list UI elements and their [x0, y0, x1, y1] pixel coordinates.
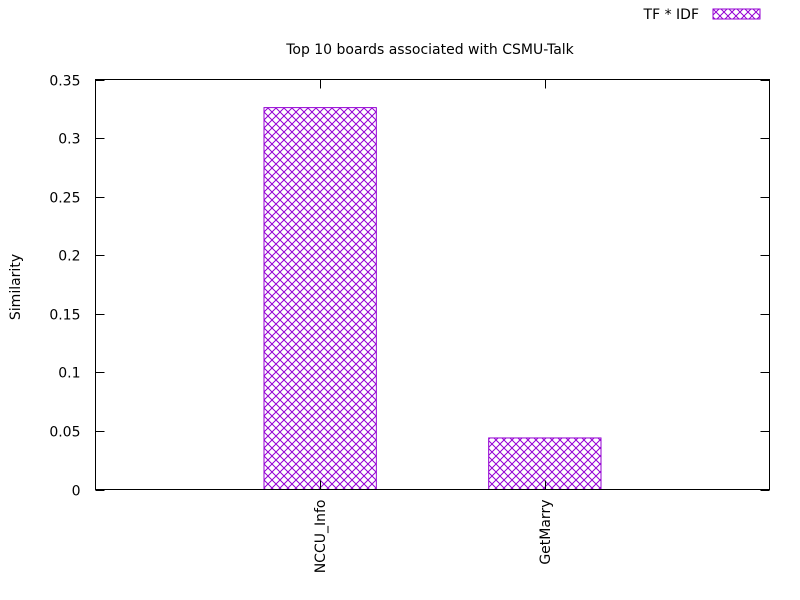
- bar-nccu-info: [263, 107, 377, 490]
- y-tick-label: 0.35: [49, 74, 80, 90]
- x-axis-ticks: NCCU_Info GetMarry: [313, 79, 554, 574]
- x-tick-label: NCCU_Info: [313, 500, 329, 574]
- bar-getmarry: [488, 437, 602, 491]
- plot-frame: [95, 79, 770, 490]
- legend-swatch: [712, 8, 761, 20]
- y-axis-ticks: 0 0.05 0.1 0.15 0.2 0.25 0.3 0.35: [49, 74, 770, 500]
- x-tick-label: GetMarry: [538, 500, 554, 565]
- y-tick-label: 0.05: [49, 425, 80, 441]
- chart-title: Top 10 boards associated with CSMU-Talk: [285, 42, 574, 58]
- y-tick-label: 0: [72, 484, 81, 500]
- y-tick-label: 0.2: [58, 249, 80, 265]
- y-tick-label: 0.1: [58, 366, 80, 382]
- y-tick-label: 0.3: [58, 132, 80, 148]
- legend: TF * IDF: [643, 7, 761, 23]
- legend-label: TF * IDF: [643, 7, 699, 23]
- y-tick-label: 0.15: [49, 308, 80, 324]
- bars: [263, 107, 602, 491]
- y-axis-label: Similarity: [8, 254, 24, 320]
- y-tick-label: 0.25: [49, 191, 80, 207]
